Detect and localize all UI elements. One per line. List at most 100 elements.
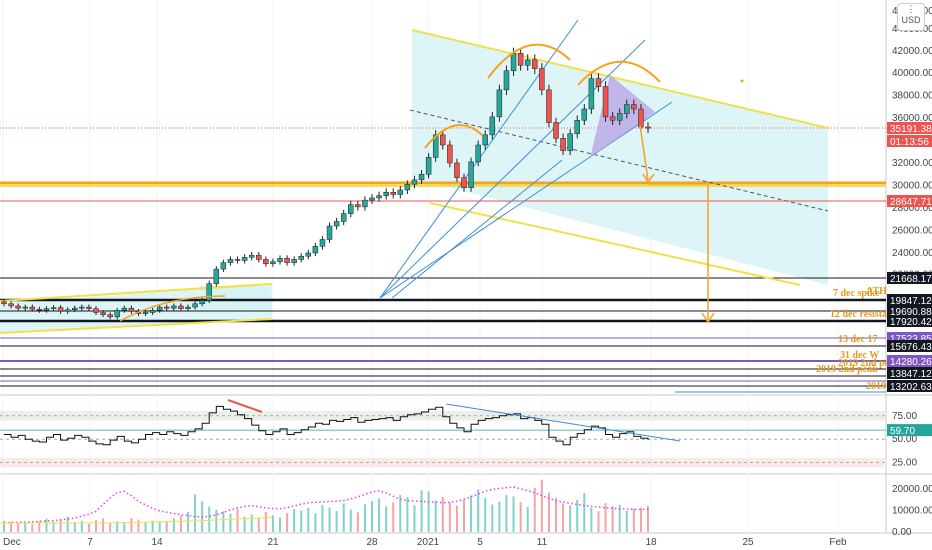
volume-bar — [257, 518, 260, 532]
volume-bar — [187, 511, 189, 532]
volume-bar — [583, 493, 586, 532]
time-axis-tick: 7 — [87, 537, 93, 548]
projection-arrow-short — [639, 124, 649, 181]
annotation-label: 2019 2nd peak — [838, 358, 900, 369]
candle-body — [595, 78, 602, 87]
currency-settings-button[interactable]: ⋮ USD — [897, 3, 925, 31]
volume-bar — [632, 508, 635, 532]
candle-body — [64, 309, 71, 312]
candle-body — [72, 307, 78, 311]
candle-body — [475, 144, 481, 163]
volume-bar — [470, 495, 473, 532]
candle-body — [496, 89, 503, 118]
volume-bar — [363, 504, 366, 532]
volume-bar — [172, 518, 175, 532]
candle-body — [114, 310, 120, 318]
volume-bar — [179, 515, 182, 532]
candle-body — [631, 104, 637, 110]
volume-bar — [17, 523, 20, 532]
time-axis-tick: 28 — [366, 537, 378, 548]
candle-body — [397, 189, 404, 195]
price-badge-level — [887, 195, 932, 207]
volume-bar — [611, 506, 614, 532]
candle-body — [192, 303, 198, 308]
price-badge-level — [887, 305, 932, 317]
volume-bar — [31, 524, 34, 532]
time-axis-tick: 25 — [742, 537, 754, 548]
rsi-oversold-band — [0, 457, 886, 468]
time-axis-tick: 14 — [151, 537, 163, 548]
candle-body — [326, 225, 333, 240]
volume-bar — [562, 503, 565, 532]
candle-body — [624, 104, 630, 114]
price-badge-text: 28647.71 — [890, 197, 932, 208]
candle-body — [539, 68, 545, 91]
volume-bar — [208, 506, 211, 532]
candle-body — [411, 179, 418, 185]
price-axis-tick: 36000.00 — [892, 113, 932, 124]
candle-body — [128, 307, 135, 312]
early-channel-top — [0, 283, 273, 302]
candle-body — [588, 78, 595, 110]
currency-settings-icon: ⋮ — [906, 4, 916, 14]
volume-bar — [151, 520, 154, 532]
price-axis-tick: 30000.00 — [892, 181, 932, 192]
candle-body — [369, 197, 375, 201]
annotation-label: ATH — [866, 286, 887, 297]
candle-body — [291, 259, 297, 263]
annotation-label: 2019 — [866, 381, 886, 392]
price-badge-text: 21668.17 — [890, 274, 932, 285]
volume-bar — [3, 520, 5, 532]
rsi-value-badge — [887, 424, 932, 437]
volume-bar — [505, 494, 508, 532]
price-axis-tick: 38000.00 — [892, 91, 932, 102]
price-badge-text: 14280.26 — [890, 357, 932, 368]
candle-body — [440, 134, 446, 146]
price-badge-text: 35191.38 — [890, 124, 932, 135]
volume-bar — [87, 523, 90, 532]
candle-body — [390, 192, 396, 195]
trend-fan-line — [379, 101, 673, 299]
price-badge-level — [887, 355, 932, 367]
candle-body — [277, 258, 283, 262]
price-badge-last — [887, 122, 932, 134]
rsi-line — [4, 405, 649, 446]
orange-dot — [740, 79, 744, 83]
volume-bar — [399, 494, 402, 532]
candle-body — [305, 252, 312, 257]
volume-bar — [342, 503, 345, 532]
candle-body — [602, 86, 609, 118]
candle-body — [340, 213, 347, 222]
rsi-value-badge-text: 59.70 — [890, 426, 915, 437]
volume-bar — [300, 510, 303, 532]
annotation-label: 2019 2nd peak — [816, 364, 878, 375]
candle-body — [79, 306, 85, 309]
rsi-axis-tick: 75.00 — [892, 411, 917, 422]
volume-bar — [547, 492, 550, 532]
volume-axis-tick: 0.00 — [892, 527, 912, 538]
price-badge-text: 13202.63 — [890, 382, 932, 393]
candle-body — [15, 305, 21, 309]
candle-body — [616, 113, 623, 121]
volume-bar — [144, 522, 147, 532]
volume-signal-line — [0, 516, 273, 524]
price-badge-level — [887, 367, 932, 379]
candle-body — [178, 305, 184, 309]
annotation-label: 13 dec 17 — [838, 334, 877, 345]
volume-bar — [250, 514, 253, 532]
candle-body — [461, 177, 467, 188]
candle-body — [270, 261, 276, 264]
volume-bar — [38, 521, 41, 532]
price-badge-level — [887, 272, 932, 284]
head-arc — [487, 43, 571, 79]
volume-axis-tick: 10000.00 — [892, 505, 932, 516]
candle-body — [454, 162, 460, 178]
volume-bar — [286, 513, 289, 532]
trend-fan-line — [391, 159, 563, 299]
volume-bar — [420, 490, 423, 532]
time-axis-tick: Dec — [3, 537, 21, 548]
candle-body — [149, 310, 156, 313]
candle-body — [227, 259, 234, 263]
volume-bar — [618, 504, 621, 532]
